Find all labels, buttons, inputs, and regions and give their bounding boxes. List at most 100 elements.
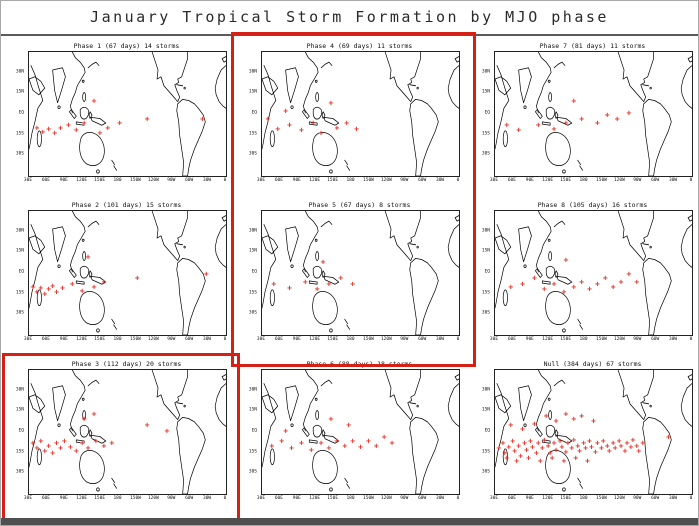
coastline-graphic	[29, 52, 226, 176]
map-panel-7: Phase 3 (112 days) 20 storms 30N 15N EQ 15S…	[1, 357, 234, 516]
x-tick-label: 90E	[59, 496, 68, 501]
x-tick-label: 30E	[256, 178, 266, 183]
x-tick-label: 90E	[59, 178, 68, 183]
x-tick-label: 90W	[633, 496, 642, 501]
y-tick-label: 15S	[481, 290, 490, 296]
y-tick-label: 30N	[248, 228, 257, 234]
x-tick-label: 30E	[23, 337, 33, 342]
x-tick-label: 150W	[596, 178, 607, 183]
world-map: + + + + + + + +	[261, 210, 460, 336]
x-tick-label: 60W	[418, 337, 427, 342]
y-tick-label: 15S	[15, 131, 24, 137]
y-tick-label: 15S	[15, 449, 24, 455]
x-tick-label: 180	[113, 337, 122, 342]
x-tick-label: 30W	[203, 178, 212, 183]
x-tick-label: 120E	[542, 337, 554, 342]
x-tick-label: 90W	[633, 337, 642, 342]
panel-title: Phase 3 (112 days) 20 storms	[71, 360, 182, 368]
x-tick-label: 60W	[185, 337, 194, 342]
x-tick-label: 180	[579, 496, 588, 501]
x-tick-label: 60W	[418, 178, 427, 183]
x-axis-labels: 30E 60E 90E 120E 150E 180 150W 120W 90W 60W 30W 0	[24, 496, 226, 504]
x-axis-labels: 30E 60E 90E 120E 150E 180 150W 120W 90W 60W 30W 0	[257, 178, 459, 186]
x-tick-label: 0	[456, 496, 460, 501]
y-tick-label: 15S	[248, 290, 257, 296]
x-tick-label: 30W	[669, 178, 678, 183]
x-tick-label: 60E	[507, 178, 516, 183]
x-tick-label: 0	[689, 337, 693, 342]
coastline-graphic	[29, 211, 226, 335]
x-tick-label: 90W	[167, 178, 176, 183]
world-map: + + + + + + + + + + + + + + + + + + + + + + + + + + + + + + + + + + + + + + + +…	[494, 369, 693, 495]
y-tick-label: 30N	[248, 69, 257, 75]
x-tick-label: 90W	[400, 496, 409, 501]
x-tick-label: 120E	[542, 178, 554, 183]
panel-title: Phase 4 (69 days) 11 storms	[306, 42, 413, 50]
y-tick-label: 15N	[15, 89, 24, 95]
x-tick-label: 150E	[94, 337, 106, 342]
y-tick-label: EQ	[484, 110, 490, 116]
world-map: + + + + + + + + + + +	[261, 51, 460, 177]
y-tick-label: 30S	[481, 151, 490, 157]
y-tick-label: EQ	[18, 110, 24, 116]
x-tick-label: 120E	[309, 496, 321, 501]
world-map: + + + + + + + + + + + + + + +	[28, 210, 227, 336]
x-tick-label: 90W	[167, 337, 176, 342]
y-tick-label: 30N	[481, 387, 490, 393]
x-axis-labels: 30E 60E 90E 120E 150E 180 150W 120W 90W 60W 30W 0	[257, 496, 460, 504]
x-tick-label: 150W	[363, 337, 374, 342]
world-map: + + + + + + + + + + + + + + + + + +	[261, 369, 460, 495]
x-tick-label: 30E	[256, 337, 266, 342]
y-tick-label: 30S	[15, 469, 24, 475]
x-axis-labels: 30E 60E 90E 120E 150E 180 150W 120W 90W 60W 30W 0	[490, 496, 692, 504]
y-tick-label: 15N	[15, 248, 24, 254]
panel-title: Phase 8 (105 days) 16 storms	[537, 201, 648, 209]
map-panel-9: Null (384 days) 67 storms 30N 15N EQ 15S 30S	[467, 357, 698, 516]
y-tick-label: 15S	[248, 449, 257, 455]
y-axis-labels: 30N 15N EQ 15S 30S	[1, 51, 27, 175]
y-tick-label: 15N	[248, 407, 257, 413]
y-tick-label: EQ	[484, 269, 490, 275]
y-tick-label: 15S	[15, 290, 24, 296]
x-tick-label: 120W	[380, 496, 392, 501]
x-tick-label: 180	[113, 178, 122, 183]
x-tick-label: 30E	[23, 178, 33, 183]
x-tick-label: 90W	[633, 178, 642, 183]
bottom-window-edge	[1, 518, 698, 525]
x-tick-label: 90E	[59, 337, 68, 342]
y-axis-labels: 30N 15N EQ 15S 30S	[1, 210, 27, 334]
x-tick-label: 120E	[542, 496, 554, 501]
panel-title: Phase 6 (88 days) 18 storms	[306, 360, 413, 368]
y-tick-label: 30S	[481, 310, 490, 316]
y-tick-label: 30N	[15, 228, 24, 234]
x-axis-labels: 30E 60E 90E 120E 150E 180 150W 120W 90W 60W 30W 0	[490, 337, 693, 345]
x-tick-label: 150W	[363, 496, 374, 501]
y-axis-labels: 30N 15N EQ 15S 30S	[467, 369, 493, 493]
x-tick-label: 90E	[525, 178, 534, 183]
x-tick-label: 60E	[274, 178, 283, 183]
x-tick-label: 90E	[292, 337, 301, 342]
y-tick-label: 30S	[15, 310, 24, 316]
coastline-graphic	[262, 211, 459, 335]
x-tick-label: 60E	[274, 496, 283, 501]
x-tick-label: 30W	[669, 337, 678, 342]
x-tick-label: 0	[223, 337, 227, 342]
y-tick-label: 30N	[15, 387, 24, 393]
x-tick-label: 90E	[525, 337, 534, 342]
x-tick-label: 30W	[203, 496, 212, 501]
x-tick-label: 120W	[613, 337, 625, 342]
x-tick-label: 180	[346, 496, 355, 501]
x-tick-label: 60W	[185, 496, 194, 501]
x-tick-label: 60W	[418, 496, 427, 501]
x-axis-labels: 30E 60E 90E 120E 150E 180 150W 120W 90W 60W 30W 0	[24, 178, 226, 186]
x-tick-label: 120W	[380, 337, 392, 342]
coastline-graphic	[262, 52, 459, 176]
x-tick-label: 60E	[41, 337, 50, 342]
x-tick-label: 120W	[147, 496, 159, 501]
y-tick-label: 15N	[248, 248, 257, 254]
x-tick-label: 60E	[507, 496, 516, 501]
x-tick-label: 150E	[560, 496, 572, 501]
x-tick-label: 60E	[507, 337, 516, 342]
y-tick-label: 30S	[248, 469, 257, 475]
